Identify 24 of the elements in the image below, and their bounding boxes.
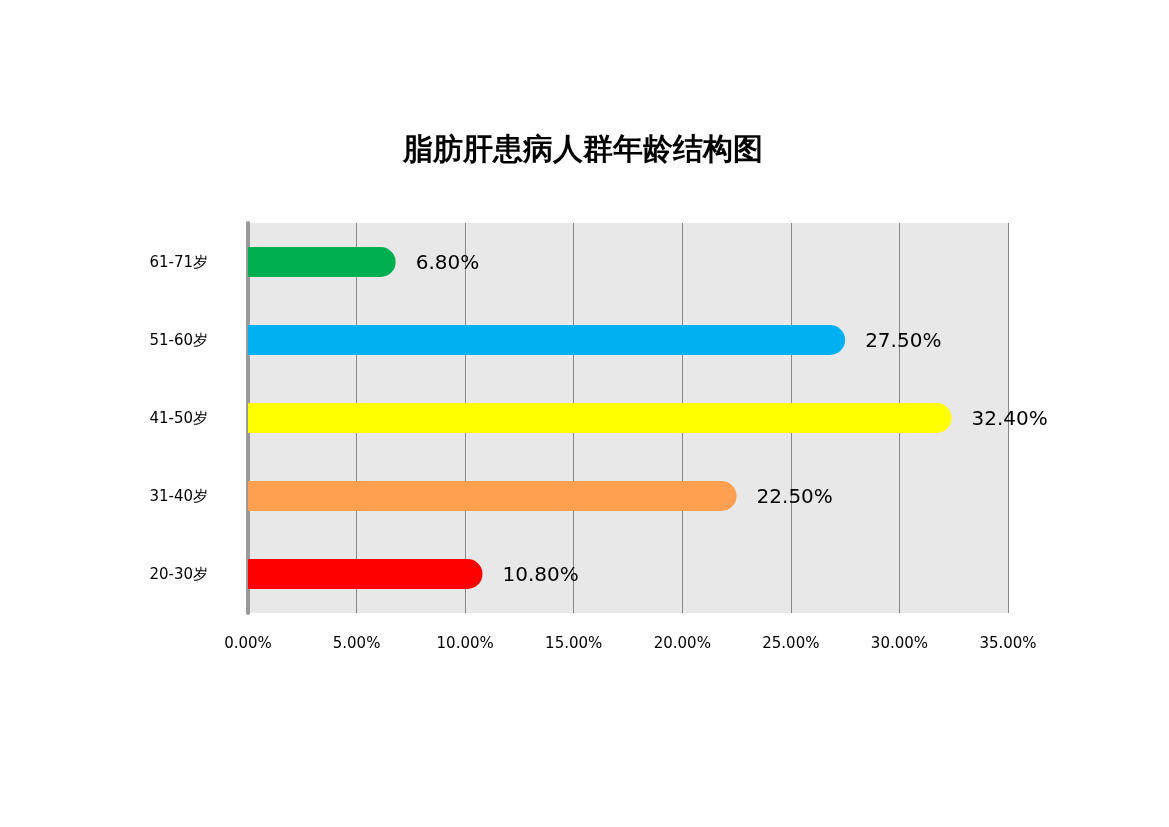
y-tick-label: 61-71岁 xyxy=(149,253,208,271)
x-tick-label: 15.00% xyxy=(545,633,603,652)
chart-title: 脂肪肝患病人群年龄结构图 xyxy=(402,130,763,166)
y-tick-label: 31-40岁 xyxy=(149,487,208,505)
data-label: 32.40% xyxy=(971,406,1048,430)
x-tick-label: 20.00% xyxy=(653,633,711,652)
x-tick-label: 10.00% xyxy=(436,633,494,652)
y-tick-label: 51-60岁 xyxy=(149,331,208,349)
y-tick-label: 41-50岁 xyxy=(149,409,208,427)
bar xyxy=(248,325,846,355)
x-tick-label: 0.00% xyxy=(224,633,272,652)
bar xyxy=(248,559,483,589)
y-tick-label: 20-30岁 xyxy=(149,565,208,583)
x-tick-label: 30.00% xyxy=(870,633,929,652)
bar xyxy=(248,481,737,511)
data-label: 10.80% xyxy=(502,562,579,586)
bar xyxy=(248,247,396,277)
bar xyxy=(248,403,952,433)
data-label: 27.50% xyxy=(865,328,942,352)
x-tick-label: 5.00% xyxy=(332,633,381,652)
data-label: 22.50% xyxy=(756,484,833,508)
x-tick-label: 35.00% xyxy=(979,633,1037,652)
x-tick-label: 25.00% xyxy=(762,633,820,652)
data-label: 6.80% xyxy=(415,250,480,274)
